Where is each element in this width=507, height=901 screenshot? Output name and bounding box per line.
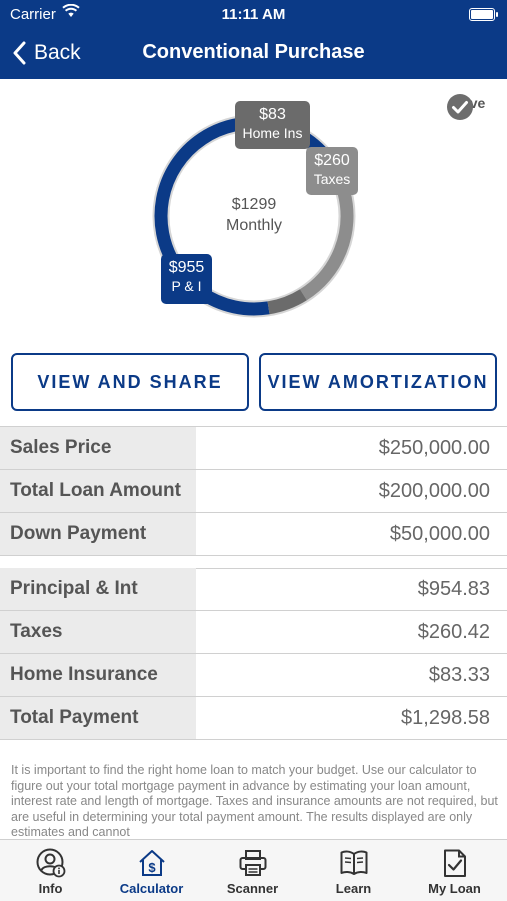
center-label: Monthly xyxy=(225,217,283,234)
payment-chart: $1299 Monthly $83 Home Ins $260 Taxes $9… xyxy=(0,79,507,339)
row-label: Home Insurance xyxy=(0,654,196,696)
tab-label: Info xyxy=(38,881,63,896)
row-label: Sales Price xyxy=(0,427,196,469)
tab-bar: Info $ Calculator Scanner Learn xyxy=(0,839,507,901)
table-row: Home Insurance $83.33 xyxy=(0,654,507,697)
row-value: $200,000.00 xyxy=(378,480,490,502)
row-value: $260.42 xyxy=(417,621,490,643)
view-amortization-button[interactable]: VIEW AMORTIZATION xyxy=(259,353,497,411)
save-button[interactable]: Save xyxy=(446,93,492,120)
row-label: Total Loan Amount xyxy=(0,470,196,512)
row-label: Total Payment xyxy=(0,697,196,739)
page-title: Conventional Purchase xyxy=(142,41,365,63)
chevron-left-icon xyxy=(13,41,26,65)
slice-amount: $260 xyxy=(314,152,350,169)
slice-home-ins xyxy=(267,289,307,315)
row-label: Principal & Int xyxy=(0,568,196,610)
slice-tag-taxes: $260 Taxes xyxy=(306,147,358,195)
slice-amount: $83 xyxy=(259,106,286,123)
divider xyxy=(0,426,507,427)
row-value: $1,298.58 xyxy=(401,707,490,729)
disclaimer-text: It is important to find the right home l… xyxy=(11,763,498,839)
printer-icon xyxy=(239,850,267,876)
table-row: Total Loan Amount $200,000.00 xyxy=(0,470,507,513)
slice-tag-home-ins: $83 Home Ins xyxy=(235,101,310,149)
slice-label: Home Ins xyxy=(242,125,303,141)
table-row: Sales Price $250,000.00 xyxy=(0,427,507,470)
checkmark-circle-icon xyxy=(447,94,473,120)
navigation-bar: Back Conventional Purchase xyxy=(0,30,507,79)
user-info-icon xyxy=(36,848,66,878)
tab-info[interactable]: Info xyxy=(0,840,101,901)
back-button[interactable]: Back xyxy=(12,38,81,68)
status-bar: Carrier 11:11 AM xyxy=(0,0,507,30)
slice-amount: $955 xyxy=(168,259,205,276)
row-label: Taxes xyxy=(0,611,196,653)
top-bar: Carrier 11:11 AM Back Conventional Purch… xyxy=(0,0,507,79)
row-value: $954.83 xyxy=(417,578,490,600)
battery-icon xyxy=(469,8,498,21)
back-label: Back xyxy=(34,41,81,64)
tab-calculator[interactable]: $ Calculator xyxy=(101,840,202,901)
table-row: Taxes $260.42 xyxy=(0,611,507,654)
slice-tag-principal-interest: $955 P & I xyxy=(161,254,212,304)
slice-taxes xyxy=(299,191,354,301)
tab-label: Scanner xyxy=(226,881,279,896)
tab-label: Calculator xyxy=(119,881,184,896)
slice-label: P & I xyxy=(171,278,202,294)
slice-label: Taxes xyxy=(313,171,351,187)
document-check-icon xyxy=(444,849,466,877)
tab-my-loan[interactable]: My Loan xyxy=(404,840,505,901)
clock-label: 11:11 AM xyxy=(221,6,286,23)
tab-label: Learn xyxy=(335,881,372,896)
row-value: $250,000.00 xyxy=(378,437,490,459)
calculator-house-icon: $ xyxy=(139,850,165,876)
view-and-share-button[interactable]: VIEW AND SHARE xyxy=(11,353,249,411)
chart-center: $1299 Monthly xyxy=(204,194,304,236)
row-label: Down Payment xyxy=(0,513,196,555)
table-row: Total Payment $1,298.58 xyxy=(0,697,507,740)
center-amount: $1299 xyxy=(231,196,277,213)
tab-label: My Loan xyxy=(428,881,481,896)
row-value: $83.33 xyxy=(428,664,490,686)
row-value: $50,000.00 xyxy=(389,523,490,545)
wifi-icon xyxy=(62,3,80,22)
table-row: Principal & Int $954.83 xyxy=(0,568,507,611)
section-separator xyxy=(0,556,507,569)
carrier-label: Carrier xyxy=(10,6,56,23)
open-book-icon xyxy=(340,850,368,875)
svg-text:$: $ xyxy=(148,860,156,875)
tab-learn[interactable]: Learn xyxy=(303,840,404,901)
tab-scanner[interactable]: Scanner xyxy=(202,840,303,901)
table-row: Down Payment $50,000.00 xyxy=(0,513,507,556)
